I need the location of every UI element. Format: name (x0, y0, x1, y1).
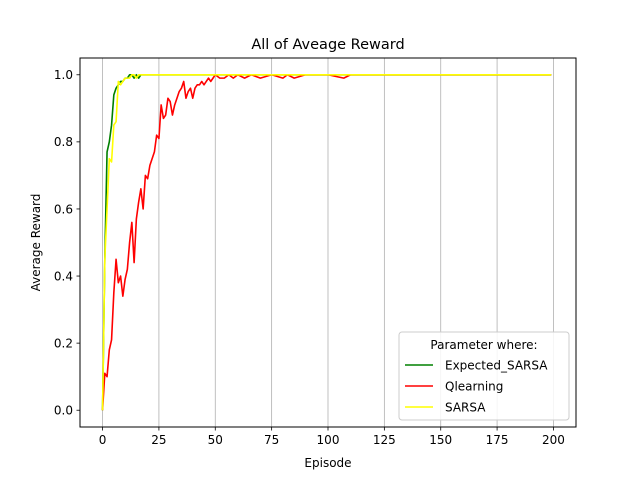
x-tick-label: 175 (486, 433, 509, 447)
legend-box (398, 331, 570, 421)
x-tick-label: 100 (317, 433, 340, 447)
series-layer (101, 73, 552, 411)
x-tick-label: 75 (264, 433, 279, 447)
x-axis-title: Episode (304, 456, 351, 470)
y-tick-label: 0.4 (54, 269, 73, 283)
x-tick-label: 0 (99, 433, 107, 447)
series-line-qlearning (101, 73, 552, 411)
x-tick-label: 200 (542, 433, 565, 447)
series-line-sarsa (101, 73, 552, 411)
y-tick-label: 0.8 (54, 135, 73, 149)
y-tick-label: 0.6 (54, 202, 73, 216)
x-tick-label: 125 (373, 433, 396, 447)
legend-label-sarsa: SARSA (445, 401, 486, 415)
axis-ticks: 0 25 50 75 100 125 150 175 200 0.0 0.2 0.4 0.6 0.8 1.0 (54, 68, 565, 447)
x-tick-label: 50 (208, 433, 223, 447)
legend-label-expected-sarsa: Expected_SARSA (445, 359, 548, 373)
legend: Parameter where: Expected_SARSA Qlearnin… (398, 331, 570, 421)
y-axis-title: Average Reward (29, 194, 43, 292)
y-tick-label: 1.0 (54, 68, 73, 82)
chart-title: All of Aveage Reward (251, 37, 404, 53)
y-tick-label: 0.0 (54, 404, 73, 418)
x-tick-label: 25 (151, 433, 166, 447)
y-tick-label: 0.2 (54, 336, 73, 350)
x-tick-label: 150 (429, 433, 452, 447)
legend-label-qlearning: Qlearning (445, 380, 503, 394)
legend-title: Parameter where: (430, 338, 537, 352)
